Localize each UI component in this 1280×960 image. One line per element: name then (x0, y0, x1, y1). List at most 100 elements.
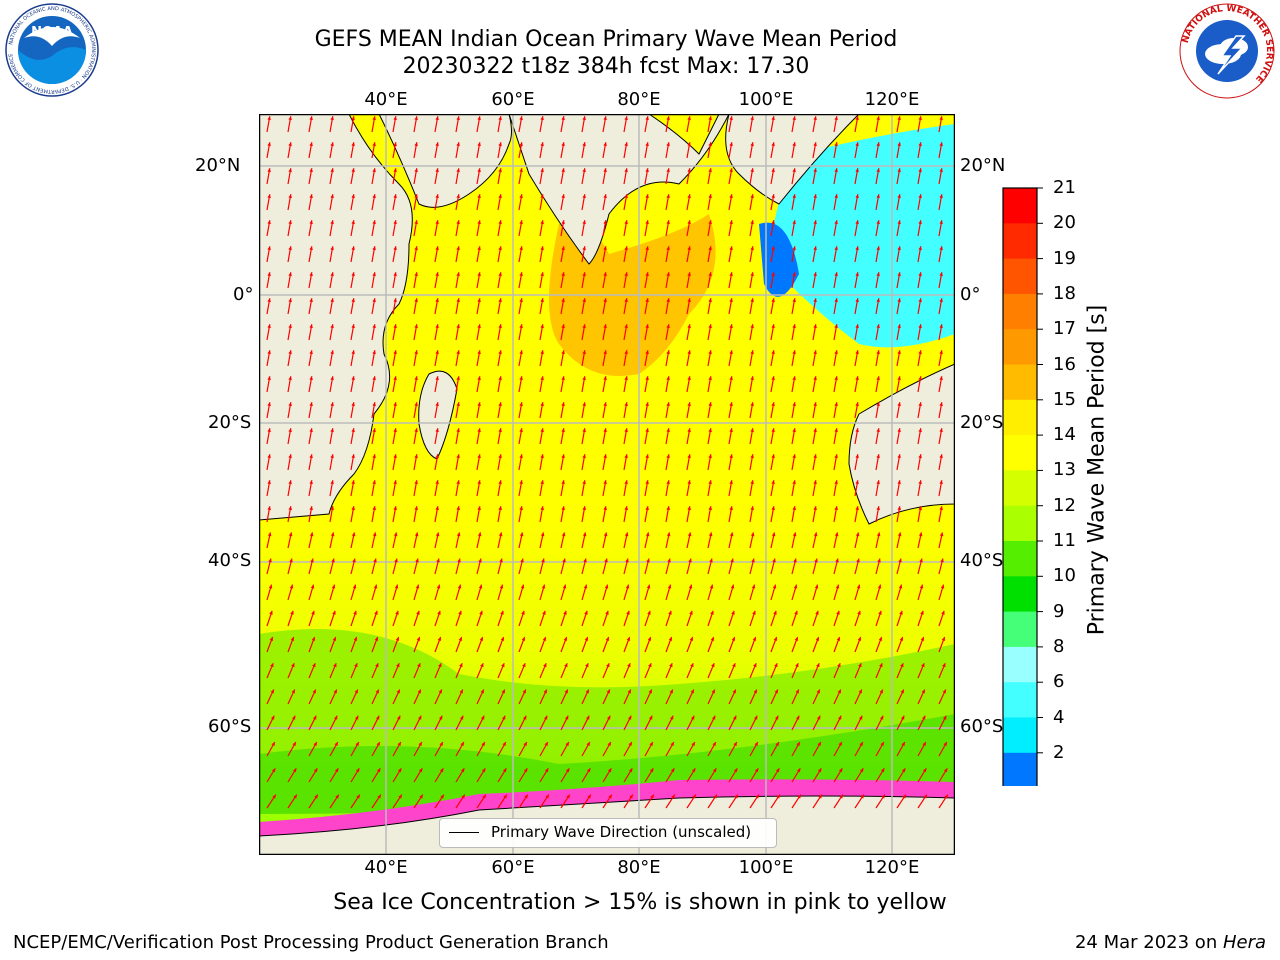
wave-direction-arrow (875, 794, 886, 809)
wave-direction-arrow (392, 376, 397, 393)
wave-direction-arrow (581, 741, 591, 757)
wave-direction-arrow (581, 767, 591, 783)
wave-direction-arrow (371, 376, 376, 393)
wave-direction-arrow (434, 715, 443, 731)
wave-direction-arrow (896, 584, 903, 601)
wave-direction-arrow (665, 454, 670, 471)
wave-direction-arrow (539, 506, 544, 523)
wave-direction-arrow (329, 298, 334, 315)
wave-direction-arrow (497, 532, 503, 549)
wave-direction-arrow (287, 246, 292, 263)
colorbar-band (1003, 364, 1037, 401)
wave-direction-arrow (266, 350, 271, 367)
wave-direction-arrow (812, 194, 817, 211)
wave-direction-arrow (791, 194, 796, 211)
wave-direction-arrow (791, 689, 800, 705)
wave-direction-arrow (497, 715, 506, 731)
wave-direction-arrow (812, 767, 822, 783)
wave-direction-arrow (707, 480, 712, 497)
wave-direction-arrow (602, 376, 607, 393)
bay-short-period (759, 222, 799, 297)
lon-label-top-60e: 60°E (491, 89, 535, 110)
wave-direction-arrow (644, 794, 655, 809)
wave-direction-arrow (371, 636, 379, 653)
wave-direction-arrow (875, 220, 880, 237)
wave-direction-arrow (539, 194, 544, 211)
wave-direction-arrow (665, 428, 670, 445)
wave-direction-arrow (518, 610, 525, 627)
wave-direction-arrow (476, 116, 481, 133)
wave-direction-arrow (623, 558, 629, 575)
wave-direction-arrow (329, 767, 339, 783)
wave-direction-arrow (497, 324, 502, 341)
wave-direction-arrow (707, 376, 712, 393)
wave-direction-arrow (875, 610, 882, 627)
wave-direction-arrow (560, 116, 565, 133)
wave-direction-arrow (686, 767, 696, 783)
wave-direction-arrow (728, 402, 733, 419)
wave-direction-arrow (266, 220, 271, 237)
wave-direction-arrow (287, 350, 292, 367)
wave-direction-arrow (644, 324, 649, 341)
wave-direction-arrow (875, 194, 880, 211)
wave-direction-arrow (707, 272, 712, 289)
wave-direction-arrow (854, 142, 859, 159)
wave-direction-arrow (728, 558, 734, 575)
wave-direction-arrow (350, 532, 356, 549)
wave-direction-arrow (413, 715, 422, 731)
wave-direction-arrow (560, 220, 565, 237)
wave-direction-arrow (476, 584, 483, 601)
wave-direction-arrow (770, 715, 779, 731)
wave-direction-arrow (455, 636, 463, 653)
wave-direction-arrow (917, 350, 922, 367)
wave-direction-arrow (938, 794, 949, 809)
wave-direction-arrow (812, 558, 818, 575)
wave-direction-arrow (518, 506, 523, 523)
wave-direction-arrow (665, 116, 670, 133)
wave-direction-arrow (308, 428, 313, 445)
wave-direction-arrow (518, 558, 524, 575)
sea-ice-band (259, 779, 955, 836)
wave-direction-arrow (455, 376, 460, 393)
wave-direction-arrow (917, 428, 922, 445)
wave-direction-arrow (686, 454, 691, 471)
wave-direction-arrow (644, 454, 649, 471)
wave-direction-arrow (266, 116, 271, 133)
wave-direction-arrow (665, 142, 670, 159)
wave-direction-arrow (770, 298, 775, 315)
wave-direction-arrow (602, 506, 607, 523)
wave-direction-arrow (770, 584, 777, 601)
wave-direction-arrow (434, 767, 444, 783)
wave-direction-arrow (287, 376, 292, 393)
wave-direction-arrow (560, 350, 565, 367)
wave-direction-arrow (371, 610, 378, 627)
wave-direction-arrow (581, 272, 586, 289)
wave-direction-arrow (539, 350, 544, 367)
wave-direction-arrow (560, 298, 565, 315)
wave-direction-arrow (392, 480, 397, 497)
colorbar-band (1003, 576, 1037, 613)
wave-direction-arrow (455, 610, 462, 627)
wave-direction-arrow (455, 142, 460, 159)
wave-direction-arrow (329, 428, 334, 445)
wave-direction-arrow (560, 272, 565, 289)
wave-direction-arrow (266, 715, 275, 731)
wave-direction-arrow (497, 506, 502, 523)
wave-direction-arrow (875, 246, 880, 263)
wave-direction-arrow (623, 532, 629, 549)
wave-direction-arrow (665, 715, 674, 731)
wave-direction-arrow (896, 142, 901, 159)
colorbar-tick-label: 8 (1053, 635, 1065, 657)
wave-direction-arrow (350, 298, 355, 315)
wave-direction-arrow (623, 689, 632, 705)
wave-direction-arrow (728, 350, 733, 367)
wave-direction-arrow (539, 584, 546, 601)
wave-direction-arrow (434, 428, 439, 445)
wave-direction-arrow (749, 715, 758, 731)
wave-direction-arrow (938, 636, 946, 653)
lat-label-left-60s: 60°S (208, 716, 252, 737)
wave-direction-arrow (938, 116, 943, 133)
wave-direction-arrow (308, 376, 313, 393)
wave-direction-arrow (623, 584, 630, 601)
wave-direction-arrow (266, 506, 271, 523)
